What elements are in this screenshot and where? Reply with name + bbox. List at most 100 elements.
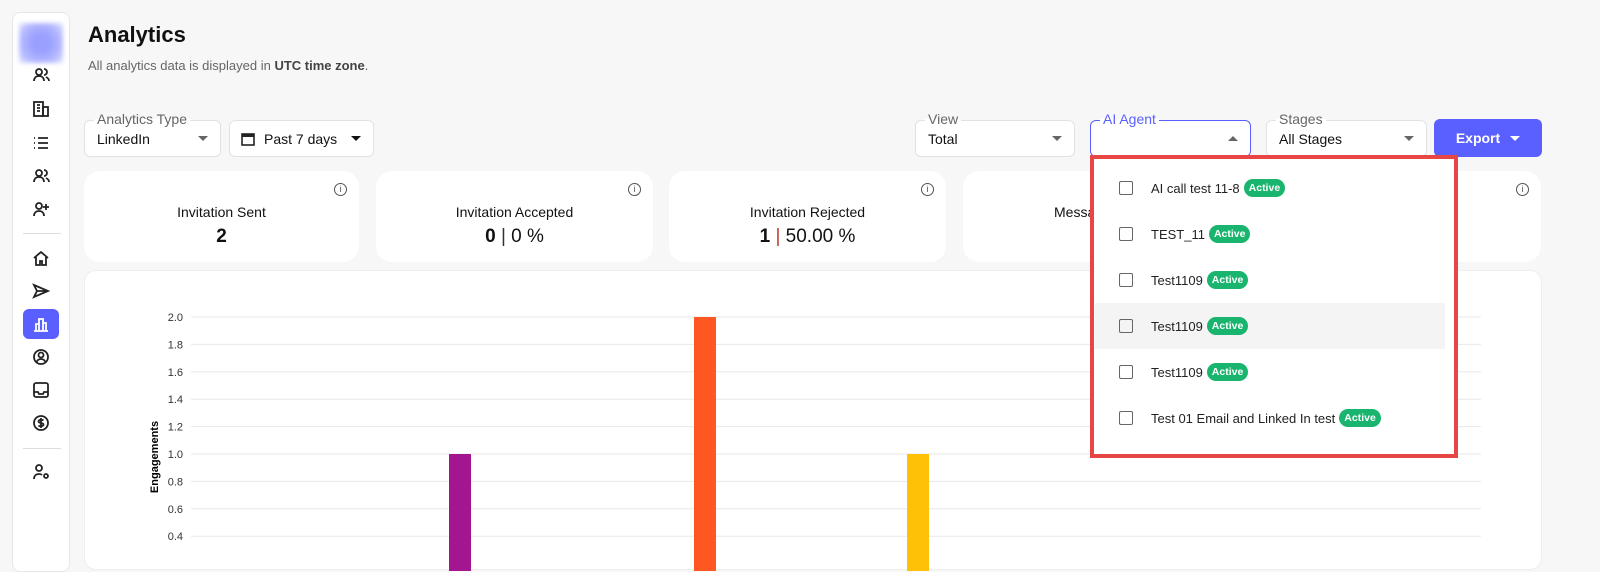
profile-nav-button[interactable] [23,342,59,372]
send-icon [32,283,50,299]
home-nav-button[interactable] [23,243,59,273]
field-label: Stages [1276,111,1326,127]
field-value: All Stages [1279,131,1343,147]
option-label: TEST_11 [1151,226,1205,242]
ai-agent-option[interactable]: TEST_11 Active [1095,211,1445,257]
contacts-nav-button[interactable] [23,60,59,90]
field-label: AI Agent [1100,111,1159,127]
info-icon[interactable]: i [921,183,934,196]
team-icon [33,169,50,183]
ai-agent-option[interactable]: Test 01 Email and Linked In test Active [1095,395,1445,441]
status-badge: Active [1206,363,1249,381]
subtitle-text: All analytics data is displayed in [88,58,275,73]
stages-select[interactable]: Stages All Stages [1266,111,1427,157]
field-value: Total [928,131,958,147]
user-settings-icon [33,464,49,480]
send-nav-button[interactable] [23,276,59,306]
team-nav-button[interactable] [23,161,59,191]
page-title: Analytics [88,22,186,47]
chevron-down-icon [1052,136,1062,141]
stat-card-invitation-accepted: i Invitation Accepted 0 | 0 % [376,171,653,262]
option-label: Test 01 Email and Linked In test [1151,410,1336,426]
card-title: Invitation Sent [177,204,266,220]
status-badge: Active [1206,317,1249,335]
y-tick-label: 1.4 [168,394,183,406]
field-value: Past 7 days [264,131,338,147]
checkbox[interactable] [1119,181,1133,195]
card-title: Invitation Rejected [749,204,866,220]
option-label: Test1109 [1151,318,1203,334]
y-tick-label: 0.8 [168,476,183,488]
ai-agent-dropdown: AI call test 11-8 Active TEST_11 Active Test… [1090,155,1458,458]
inbox-icon [33,382,49,398]
y-tick-label: 0.6 [168,504,183,516]
card-title: Invitation Accepted [455,204,574,220]
user-settings-nav-button[interactable] [23,457,59,487]
analytics-type-select[interactable]: Analytics Type LinkedIn [84,111,221,157]
view-select[interactable]: View Total [915,111,1075,157]
logo [19,23,63,63]
analytics-nav-button[interactable] [23,309,59,339]
list-nav-button[interactable] [23,128,59,158]
y-tick-label: 1.0 [168,449,183,461]
info-icon[interactable]: i [1516,183,1529,196]
field-value: LinkedIn [97,131,150,147]
field-label: View [925,111,962,127]
add-user-nav-button[interactable] [23,194,59,224]
chevron-down-icon [1404,136,1414,141]
y-tick-label: 0.4 [168,531,183,543]
ai-agent-select[interactable]: AI Agent [1090,111,1251,157]
option-label: Test1109 [1151,272,1203,288]
sidebar-divider [23,448,61,449]
card-percent: 50.00 % [785,226,856,247]
y-axis-label: Engagements [149,421,161,493]
add-user-icon [33,202,49,217]
field-label: Analytics Type [94,111,191,127]
analytics-icon [34,318,48,332]
timezone: UTC time zone [274,58,365,73]
ai-agent-option[interactable]: Test1109 Active [1095,303,1445,349]
checkbox[interactable] [1119,411,1133,425]
ai-agent-option[interactable]: Test1109 Active [1095,349,1445,395]
checkbox[interactable] [1119,365,1133,379]
sidebar [12,12,70,572]
chevron-down-icon [351,136,361,141]
list-icon [34,137,48,149]
info-icon[interactable]: i [334,183,347,196]
home-icon [33,250,49,266]
chevron-down-icon [198,136,208,141]
checkbox[interactable] [1119,273,1133,287]
ai-agent-option[interactable]: Test1109 Active [1095,257,1445,303]
card-percent: 0 % [511,226,544,247]
card-value: 0 [485,226,496,247]
profile-icon [33,349,49,365]
export-label: Export [1455,130,1501,146]
export-button[interactable]: Export [1434,119,1542,157]
stat-card-invitation-rejected: i Invitation Rejected 1 | 50.00 % [669,171,946,262]
company-icon [33,101,49,117]
chevron-up-icon [1228,136,1238,141]
page-subtitle: All analytics data is displayed in UTC t… [88,58,368,73]
y-tick-label: 2.0 [168,312,183,324]
status-badge: Active [1243,179,1286,197]
checkbox[interactable] [1119,319,1133,333]
billing-nav-button[interactable] [23,408,59,438]
option-label: AI call test 11-8 [1151,180,1240,196]
card-value: 1 [759,226,771,247]
status-badge: Active [1339,409,1381,427]
subtitle-end: . [364,58,369,73]
checkbox[interactable] [1119,227,1133,241]
stat-card-invitation-sent: i Invitation Sent 2 [84,171,359,262]
sidebar-divider [23,233,61,234]
chevron-down-icon [1510,135,1521,141]
card-value: 2 [216,226,227,247]
date-range-select[interactable]: Past 7 days [229,120,374,157]
info-icon[interactable]: i [628,183,641,196]
status-badge: Active [1206,271,1249,289]
billing-icon [33,415,49,431]
status-badge: Active [1208,225,1251,243]
company-nav-button[interactable] [23,94,59,124]
bar [694,317,716,571]
inbox-nav-button[interactable] [23,375,59,405]
ai-agent-option[interactable]: AI call test 11-8 Active [1095,165,1445,211]
